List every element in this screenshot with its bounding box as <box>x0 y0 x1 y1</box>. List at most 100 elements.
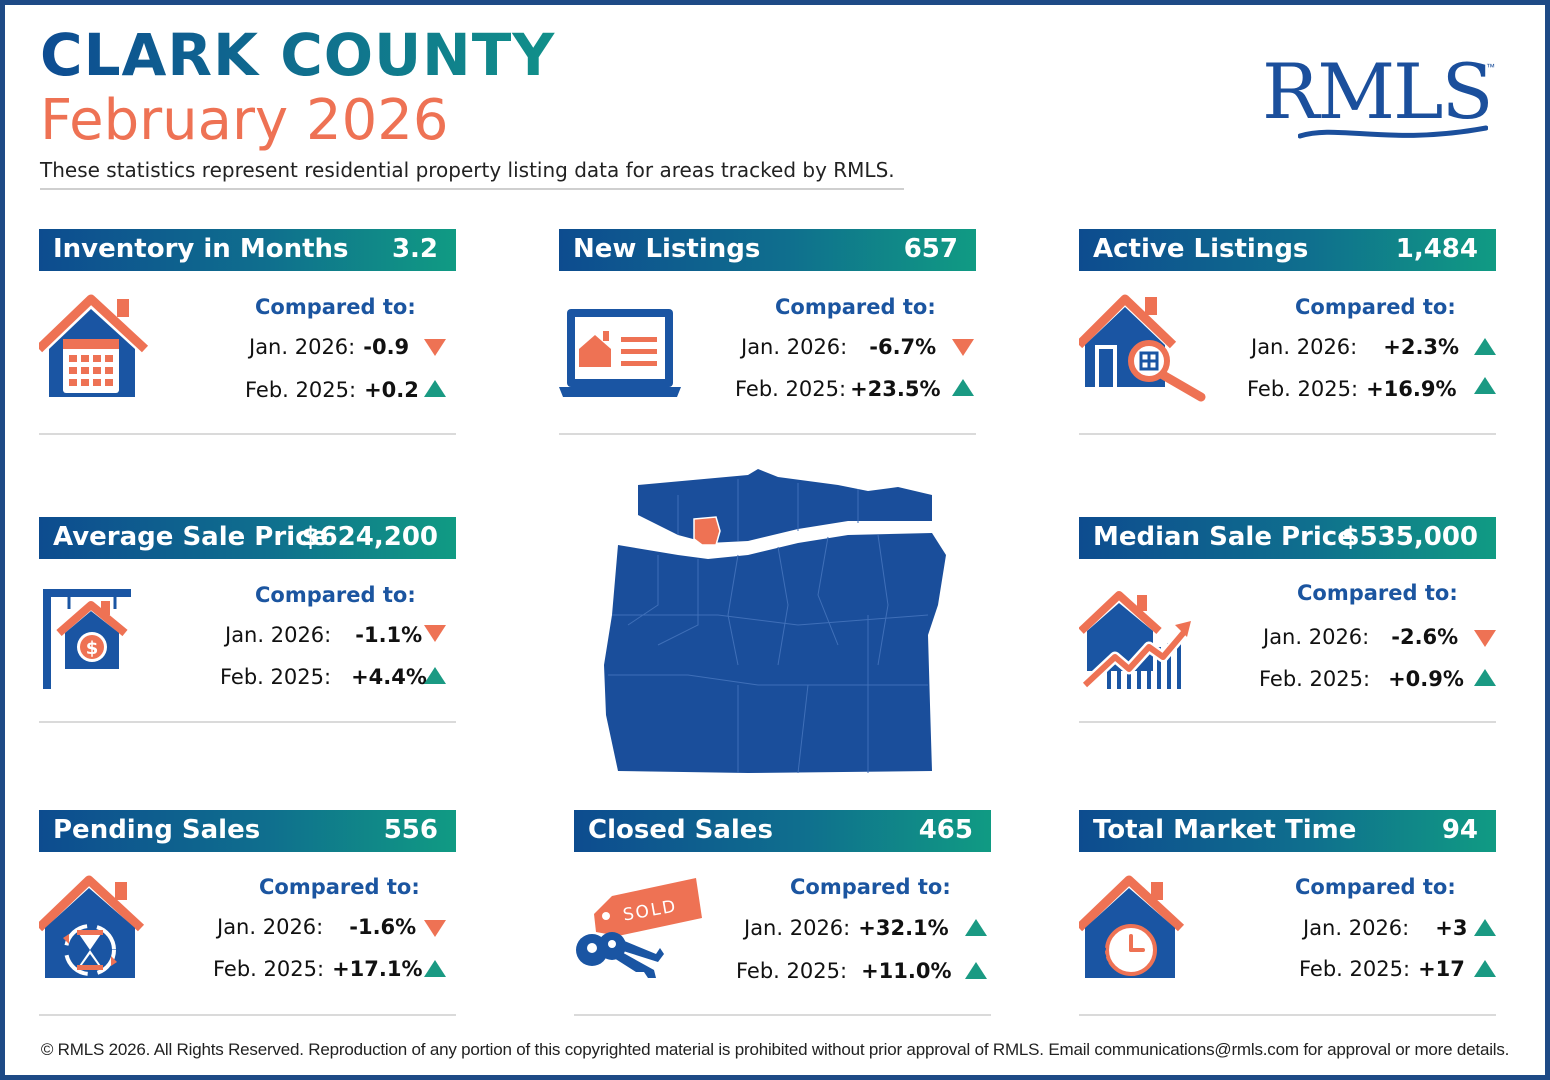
card-value: 556 <box>383 815 438 845</box>
rmls-logo: RMLS ™ <box>1262 52 1502 152</box>
card-value: 1,484 <box>1395 234 1478 264</box>
card-label: Closed Sales <box>588 815 773 845</box>
feb-value: +0.9% <box>1388 667 1464 691</box>
house-clock-icon <box>1079 875 1185 978</box>
feb-label: Feb. 2025: <box>245 378 357 402</box>
house-hourglass-icon <box>39 875 145 978</box>
feb-label: Feb. 2025: <box>213 957 325 981</box>
card-value: 657 <box>903 234 958 264</box>
compared-to-label: Compared to: <box>1295 295 1456 319</box>
jan-label: Jan. 2026: <box>1251 335 1358 359</box>
feb-comparison: Feb. 2025: +23.5% <box>735 377 941 401</box>
card-label: Median Sale Price <box>1093 522 1355 552</box>
feb-value: +0.2 <box>364 378 419 402</box>
card-label: Total Market Time <box>1093 815 1357 845</box>
trend-up-icon <box>1474 338 1496 355</box>
jan-value: -0.9 <box>363 335 410 359</box>
feb-label: Feb. 2025: <box>736 959 848 983</box>
card-header: Median Sale Price $535,000 <box>1079 517 1496 559</box>
jan-value: +32.1% <box>858 916 949 940</box>
card-label: New Listings <box>573 234 761 264</box>
compared-to-label: Compared to: <box>775 295 936 319</box>
trend-up-icon <box>424 667 446 684</box>
card-divider <box>559 433 976 435</box>
jan-value: -1.6% <box>349 915 417 939</box>
jan-comparison: Jan. 2026: -2.6% <box>1263 625 1458 649</box>
trend-up-icon <box>1474 377 1496 394</box>
jan-label: Jan. 2026: <box>225 623 332 647</box>
card-median-sale-price: Median Sale Price $535,000 Compared to: … <box>1079 517 1496 737</box>
feb-value: +23.5% <box>850 377 941 401</box>
card-label: Inventory in Months <box>53 234 349 264</box>
logo-swoosh-icon <box>1298 125 1488 139</box>
card-divider <box>1079 721 1496 723</box>
card-label: Active Listings <box>1093 234 1309 264</box>
house-sign-dollar-icon: $ <box>43 589 131 689</box>
compared-to-label: Compared to: <box>1295 875 1456 899</box>
card-total-market-time: Total Market Time 94 Compared to: Jan. 2… <box>1079 810 1496 1030</box>
card-divider <box>39 1014 456 1016</box>
feb-label: Feb. 2025: <box>735 377 847 401</box>
house-chart-icon <box>1079 591 1191 690</box>
house-magnifier-icon <box>1079 294 1206 402</box>
jan-label: Jan. 2026: <box>1303 916 1410 940</box>
trend-down-icon <box>424 920 446 937</box>
page-subtitle: February 2026 <box>40 88 449 153</box>
oregon-washington-map-icon <box>604 469 946 774</box>
card-label: Pending Sales <box>53 815 261 845</box>
card-pending-sales: Pending Sales 556 Compared to: Jan. 2026… <box>39 810 456 1030</box>
compared-to-label: Compared to: <box>1297 581 1458 605</box>
card-inventory: Inventory in Months 3.2 Compared to: Jan… <box>39 229 456 449</box>
card-divider <box>39 433 456 435</box>
compared-to-label: Compared to: <box>255 583 416 607</box>
jan-comparison: Jan. 2026: -1.6% <box>217 915 416 939</box>
trend-up-icon <box>1474 919 1496 936</box>
jan-label: Jan. 2026: <box>744 916 851 940</box>
card-divider <box>39 721 456 723</box>
trend-up-icon <box>1474 960 1496 977</box>
jan-value: +2.3% <box>1383 335 1460 359</box>
card-header: Average Sale Price $624,200 <box>39 517 456 559</box>
jan-label: Jan. 2026: <box>1263 625 1370 649</box>
jan-label: Jan. 2026: <box>249 335 356 359</box>
jan-comparison: Jan. 2026: -6.7% <box>741 335 936 359</box>
card-value: 94 <box>1441 815 1478 845</box>
jan-value: -1.1% <box>355 623 423 647</box>
card-value: $624,200 <box>301 522 438 552</box>
card-new-listings: New Listings 657 Compared to: Jan. 2026:… <box>559 229 976 449</box>
compared-to-label: Compared to: <box>255 295 416 319</box>
laptop-listing-icon <box>559 309 681 397</box>
feb-value: +17.1% <box>332 957 423 981</box>
feb-value: +17 <box>1418 957 1465 981</box>
feb-label: Feb. 2025: <box>1259 667 1371 691</box>
card-header: New Listings 657 <box>559 229 976 271</box>
footer-copyright: © RMLS 2026. All Rights Reserved. Reprod… <box>40 1040 1510 1059</box>
trend-up-icon <box>965 962 987 979</box>
card-value: 465 <box>918 815 973 845</box>
feb-comparison: Feb. 2025: +0.2 <box>245 378 419 402</box>
feb-value: +11.0% <box>861 959 952 983</box>
logo-text: RMLS <box>1262 47 1494 136</box>
feb-value: +16.9% <box>1366 377 1457 401</box>
jan-label: Jan. 2026: <box>741 335 848 359</box>
card-divider <box>1079 433 1496 435</box>
card-value: 3.2 <box>391 234 438 264</box>
page-description: These statistics represent residential p… <box>40 158 895 182</box>
feb-comparison: Feb. 2025: +0.9% <box>1259 667 1464 691</box>
trend-down-icon <box>952 339 974 356</box>
card-value: $535,000 <box>1341 522 1478 552</box>
feb-value: +4.4% <box>351 665 427 689</box>
trend-down-icon <box>1474 630 1496 647</box>
logo-trademark: ™ <box>1486 62 1495 72</box>
svg-text:$: $ <box>86 638 99 659</box>
sold-tag-keys-icon: SOLD <box>576 878 702 978</box>
card-header: Closed Sales 465 <box>574 810 991 852</box>
jan-comparison: Jan. 2026: +2.3% <box>1251 335 1459 359</box>
compared-to-label: Compared to: <box>790 875 951 899</box>
jan-value: -2.6% <box>1391 625 1459 649</box>
trend-up-icon <box>424 960 446 977</box>
jan-comparison: Jan. 2026: +3 <box>1303 916 1467 940</box>
trend-up-icon <box>965 919 987 936</box>
jan-label: Jan. 2026: <box>217 915 324 939</box>
card-divider <box>1079 1014 1496 1016</box>
